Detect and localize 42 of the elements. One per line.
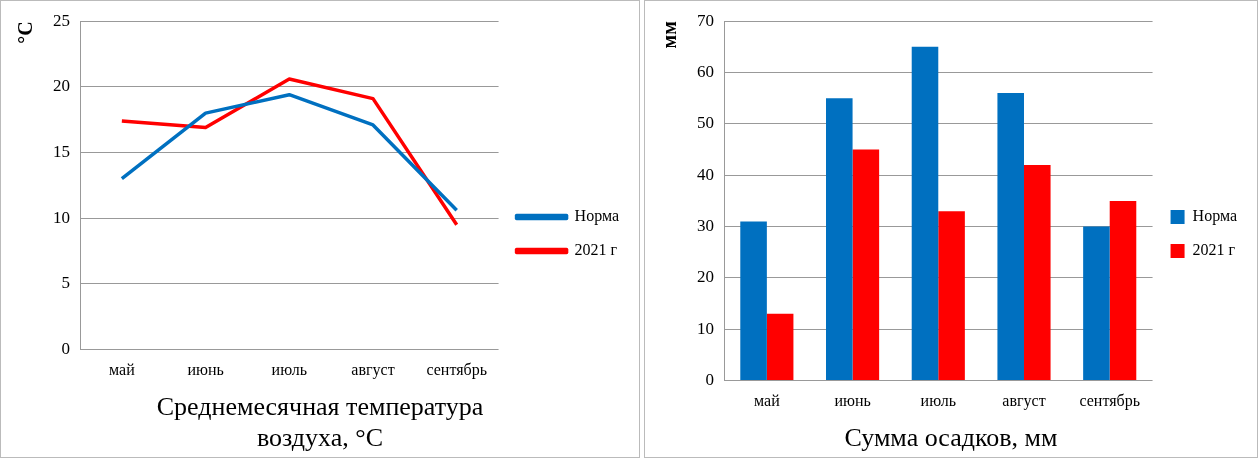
- x-tick-label: июль: [920, 392, 956, 410]
- y-tick-label: 25: [53, 10, 70, 30]
- y-tick-label: 0: [705, 370, 714, 390]
- x-tick-label: сентябрь: [426, 361, 487, 380]
- y-tick-label: 10: [53, 207, 70, 227]
- bar: [826, 98, 853, 381]
- x-tick-label: июнь: [187, 361, 224, 379]
- text: Сумма осадков, мм: [844, 423, 1058, 453]
- bar: [1083, 226, 1110, 381]
- bar: [997, 93, 1024, 381]
- y-axis-title: мм: [658, 21, 681, 49]
- x-tick-label: сентябрь: [1079, 392, 1140, 411]
- y-axis-title: °C: [14, 21, 37, 44]
- y-tick-label: 15: [53, 141, 70, 161]
- y-tick-label: 40: [697, 164, 714, 184]
- y-tick-label: 60: [697, 62, 714, 82]
- legend-label: 2021 г: [574, 241, 618, 259]
- x-tick-label: август: [351, 361, 395, 380]
- bar: [938, 211, 965, 381]
- bar: [740, 221, 767, 381]
- y-tick-label: 5: [61, 273, 70, 293]
- y-tick-label: 20: [53, 76, 70, 96]
- y-tick-label: 30: [697, 216, 714, 236]
- y-tick-label: 70: [697, 10, 714, 30]
- x-tick-label: май: [754, 392, 781, 410]
- bar: [1024, 164, 1051, 381]
- y-tick-label: 20: [697, 267, 714, 287]
- bar: [852, 149, 880, 381]
- y-tick-label: 0: [61, 338, 70, 358]
- x-tick-label: июль: [271, 361, 307, 379]
- bar: [1109, 200, 1137, 381]
- x-tick-label: июнь: [834, 392, 871, 410]
- y-tick-label: 10: [697, 318, 714, 338]
- text: Среднемесячная температура воздуха, °C: [156, 392, 484, 453]
- x-tick-label: май: [109, 361, 136, 379]
- y-tick-label: 50: [697, 113, 714, 133]
- legend-label: Норма: [1192, 207, 1238, 226]
- bar: [766, 313, 794, 381]
- bar: [911, 46, 939, 381]
- x-tick-label: август: [1002, 392, 1046, 411]
- legend-label: 2021 г: [1192, 241, 1236, 259]
- legend-label: Норма: [574, 207, 620, 226]
